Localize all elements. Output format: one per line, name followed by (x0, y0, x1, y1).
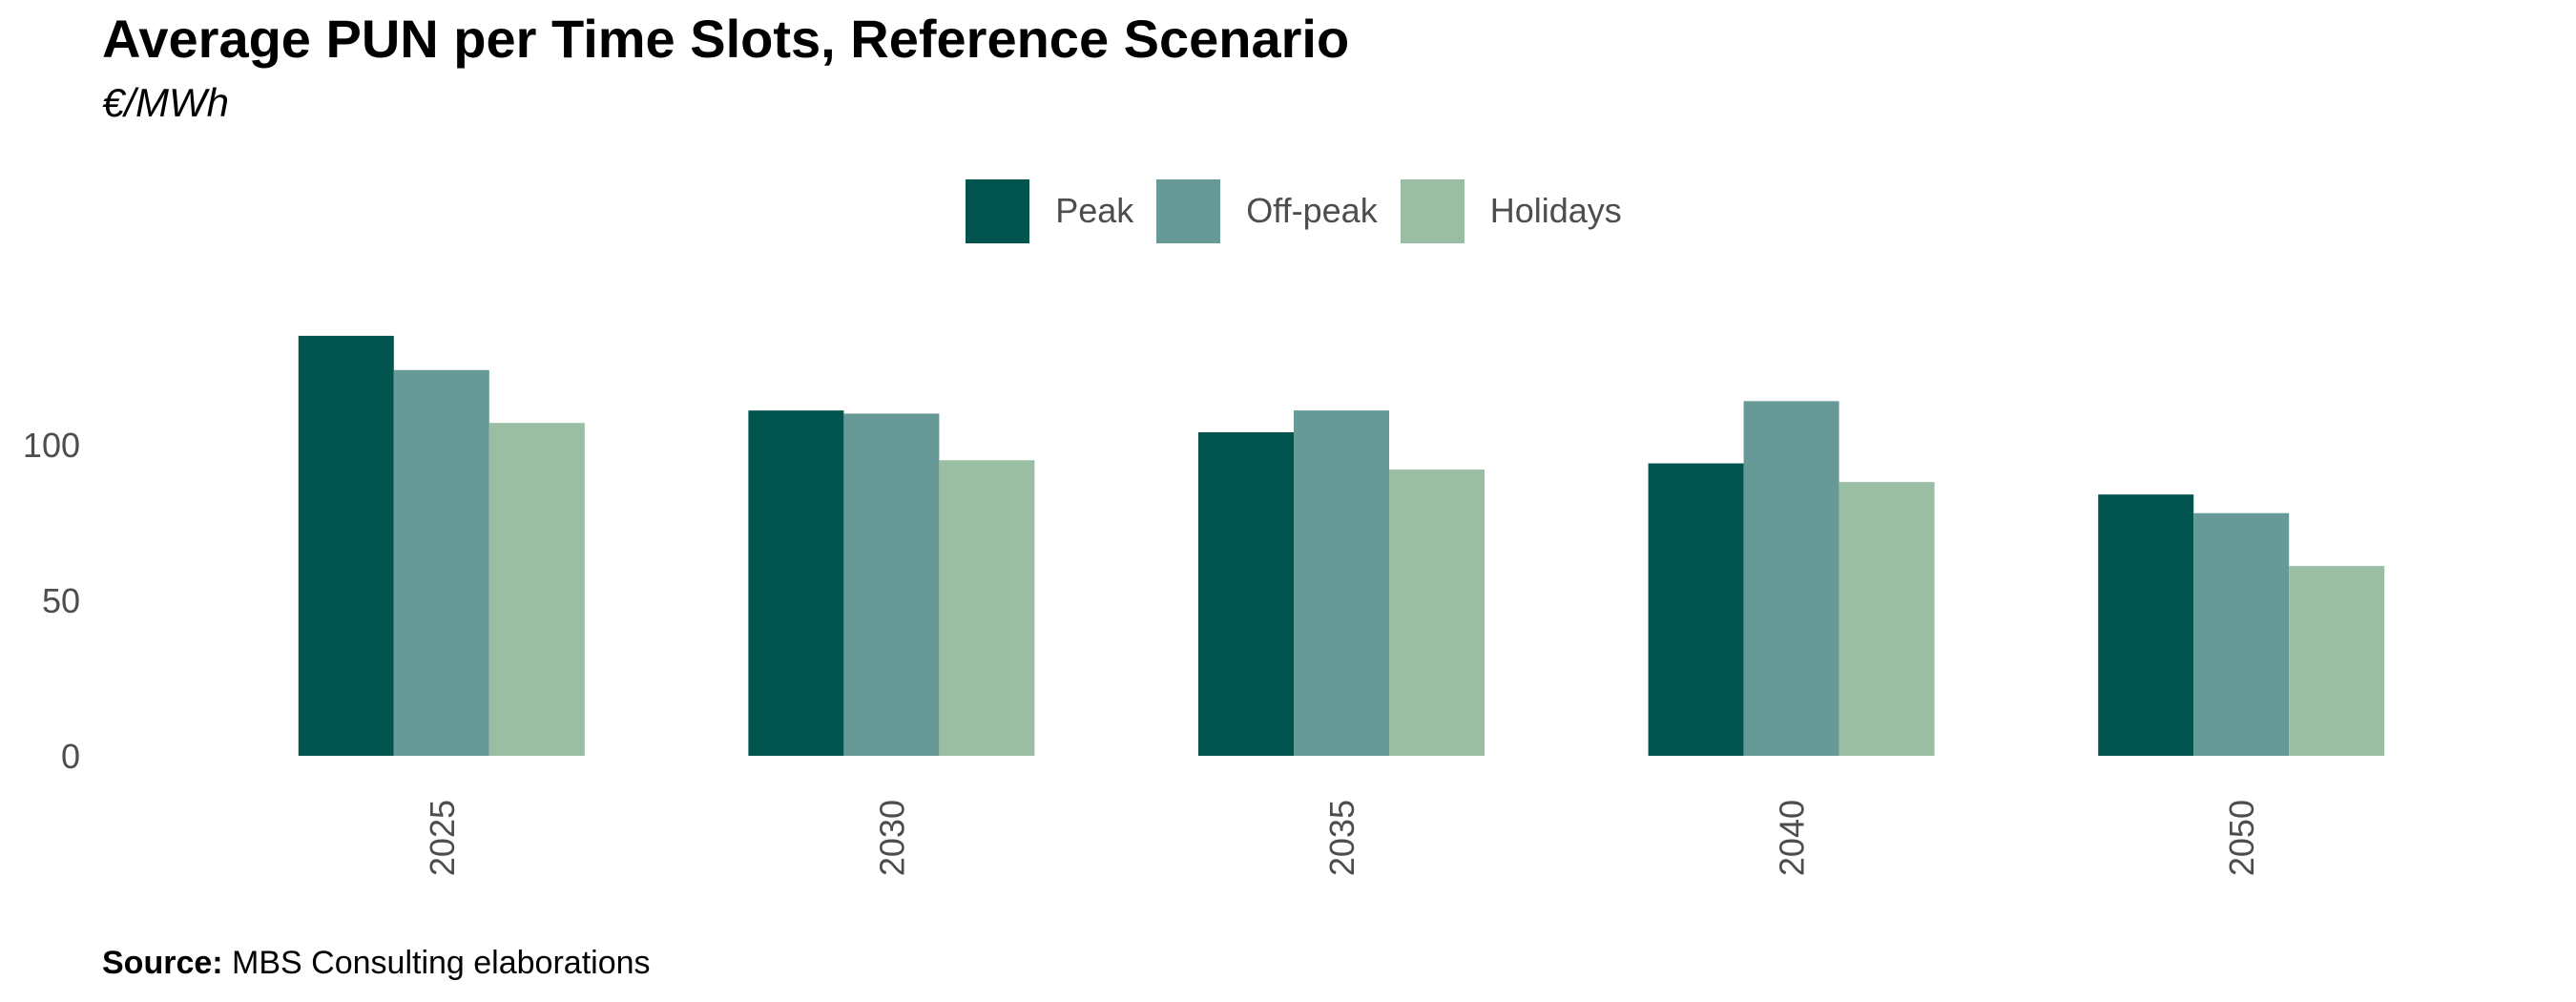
legend-item: Peak (966, 178, 1134, 243)
legend-label: Off-peak (1246, 191, 1378, 230)
legend-swatch (1156, 178, 1221, 243)
bar-peak-2040 (1648, 463, 1744, 756)
legend-label: Holidays (1489, 191, 1622, 230)
legend-swatch (1400, 178, 1465, 243)
bar-off-peak-2025 (393, 369, 489, 756)
bar-off-peak-2030 (843, 413, 940, 756)
x-tick-label: 2030 (872, 800, 911, 876)
bar-peak-2025 (298, 335, 394, 756)
bar-holidays-2050 (2289, 566, 2385, 756)
legend-label: Peak (1055, 191, 1134, 230)
bar-holidays-2040 (1839, 482, 1935, 756)
bar-holidays-2030 (939, 460, 1035, 756)
source-note: Source: MBS Consulting elaborations (102, 945, 651, 982)
source-label: Source: (102, 945, 223, 981)
bar-peak-2035 (1198, 431, 1294, 756)
x-tick-label: 2040 (1773, 800, 1812, 876)
x-tick-label: 2035 (1322, 800, 1361, 876)
chart-subtitle: €/MWh (102, 80, 230, 125)
y-tick-label: 50 (42, 581, 80, 620)
bar-holidays-2035 (1389, 470, 1485, 756)
x-tick-label: 2025 (423, 800, 462, 876)
source-text: MBS Consulting elaborations (232, 945, 651, 981)
bar-chart: 0 50 100 2025 2030 2035 2040 2050 (23, 335, 2385, 876)
bar-off-peak-2050 (2193, 512, 2290, 756)
chart-legend: Peak Off-peak Holidays (6, 177, 2576, 244)
bar-peak-2050 (2098, 494, 2194, 756)
legend-item: Holidays (1400, 178, 1622, 243)
legend-swatch (966, 178, 1030, 243)
bar-off-peak-2035 (1294, 410, 1389, 756)
bar-off-peak-2040 (1743, 401, 1839, 756)
bar-peak-2030 (748, 410, 844, 756)
legend-item: Off-peak (1156, 178, 1378, 243)
y-tick-label: 0 (61, 737, 80, 776)
x-tick-label: 2050 (2222, 800, 2261, 876)
chart-title: Average PUN per Time Slots, Reference Sc… (102, 9, 1350, 69)
bar-holidays-2025 (488, 423, 585, 756)
y-tick-label: 100 (23, 426, 80, 465)
